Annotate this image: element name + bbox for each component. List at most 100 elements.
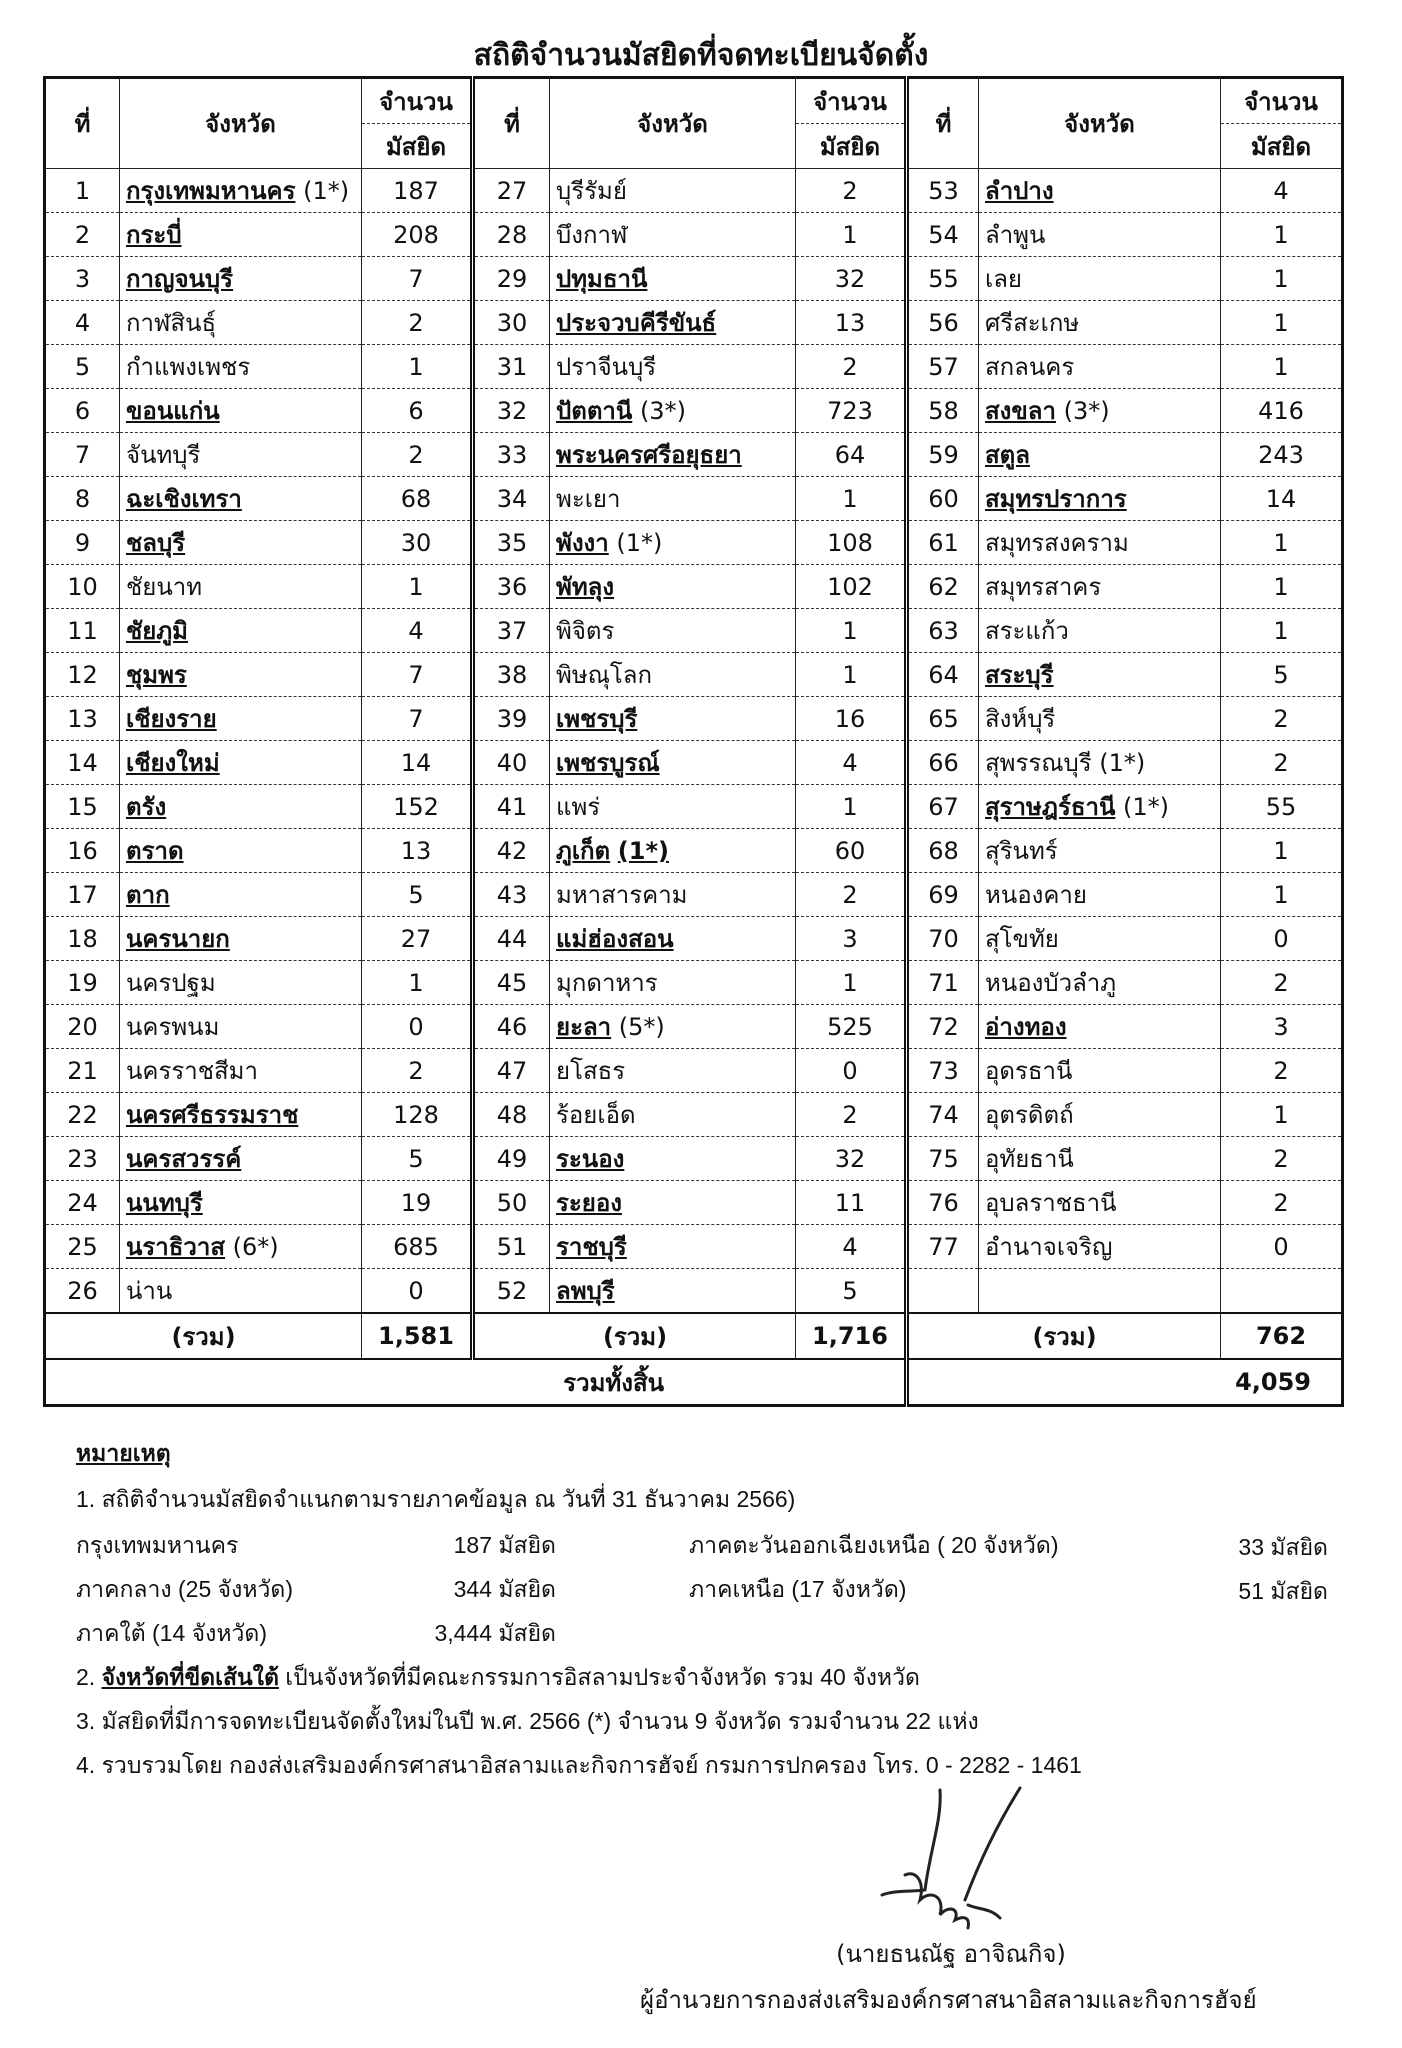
- row-number: 25: [44, 1224, 120, 1269]
- mosque-count: 2: [361, 300, 473, 345]
- subtotal-row: (รวม) 1,581 (รวม) 1,716 (รวม) 762: [44, 1312, 1343, 1360]
- province-name: ชัยนาท: [126, 573, 203, 601]
- mosque-count: 7: [361, 256, 473, 301]
- mosque-count: 128: [361, 1092, 473, 1137]
- document-title: สถิติจำนวนมัสยิดที่จดทะเบียนจัดตั้ง: [473, 38, 929, 73]
- mosque-count: 0: [1220, 1224, 1343, 1269]
- row-number: 17: [44, 872, 120, 917]
- row-number: 61: [904, 520, 979, 565]
- row-number: 57: [904, 344, 979, 389]
- mosque-count: 1: [1220, 212, 1343, 257]
- mosque-count: 5: [361, 872, 473, 917]
- province-cell: กาฬสินธุ์: [119, 300, 362, 345]
- province-name: เพชรบูรณ์: [556, 749, 660, 777]
- mosque-count: 32: [795, 256, 907, 301]
- province-name: นครพนม: [126, 1013, 220, 1041]
- province-cell: ลำปาง: [978, 168, 1221, 213]
- province-cell: ระยอง: [549, 1180, 796, 1225]
- signer-name: (นายธนณัฐ อาจิณกิจ): [836, 1940, 1066, 1968]
- province-cell: กรุงเทพมหานคร (1*): [119, 168, 362, 213]
- province-name: ชลบุรี: [126, 529, 186, 557]
- mosque-count: 1: [1220, 344, 1343, 389]
- province-cell: อุบลราชธานี: [978, 1180, 1221, 1225]
- row-number: 40: [470, 740, 550, 785]
- mosque-count: 2: [1220, 696, 1343, 741]
- mosque-count: 14: [1220, 476, 1343, 521]
- province-cell: หนองบัวลำภู: [978, 960, 1221, 1005]
- signer-position: ผู้อำนวยการกองส่งเสริมองค์กรศาสนาอิสลามแ…: [640, 1986, 1257, 2014]
- row-number: 24: [44, 1180, 120, 1225]
- table-row: 12 ชุมพร 7 38 พิษณุโลก 1 64 สระบุรี 5: [44, 652, 1343, 697]
- province-cell: ตราด: [119, 828, 362, 873]
- mosque-count: 1: [1220, 520, 1343, 565]
- new-registration-note: (1*): [617, 837, 669, 865]
- note-3: 3. มัสยิดที่มีการจดทะเบียนจัดตั้งใหม่ในป…: [76, 1708, 979, 1734]
- province-cell: เลย: [978, 256, 1221, 301]
- mosque-count: 2: [361, 432, 473, 477]
- mosque-count: 4: [361, 608, 473, 653]
- mosque-count: 2: [795, 1092, 907, 1137]
- table-row: 20 นครพนม 0 46 ยะลา (5*) 525 72 อ่างทอง 3: [44, 1004, 1343, 1049]
- row-number: 63: [904, 608, 979, 653]
- mosque-count: 1: [1220, 608, 1343, 653]
- province-cell: ศรีสะเกษ: [978, 300, 1221, 345]
- province-cell: นครสวรรค์: [119, 1136, 362, 1181]
- new-registration-note: (1*): [1099, 749, 1146, 777]
- province-name: กาญจนบุรี: [126, 265, 234, 293]
- row-number: 5: [44, 344, 120, 389]
- row-number: 71: [904, 960, 979, 1005]
- mosque-count: 187: [361, 168, 473, 213]
- table-row: 7 จันทบุรี 2 33 พระนครศรีอยุธยา 64 59 สตูล 243: [44, 432, 1343, 477]
- row-number: 42: [470, 828, 550, 873]
- row-number: 10: [44, 564, 120, 609]
- province-cell: สระบุรี: [978, 652, 1221, 697]
- province-name: สุรินทร์: [985, 837, 1058, 865]
- province-name: ประจวบคีรีขันธ์: [556, 309, 717, 337]
- table-row: 15 ตรัง 152 41 แพร่ 1 67 สุราษฎร์ธานี (1*) 55: [44, 784, 1343, 829]
- province-name: ระนอง: [556, 1145, 625, 1173]
- row-number: 76: [904, 1180, 979, 1225]
- mosque-count: 3: [1220, 1004, 1343, 1049]
- header-province: จังหวัด: [978, 77, 1221, 169]
- header-no: ที่: [904, 77, 979, 169]
- province-cell: ชลบุรี: [119, 520, 362, 565]
- province-name: ยะลา: [556, 1013, 612, 1041]
- note-2-prefix: 2.: [76, 1664, 102, 1690]
- province-cell: ประจวบคีรีขันธ์: [549, 300, 796, 345]
- province-name: สมุทรสงคราม: [985, 529, 1129, 557]
- province-name: ชัยภูมิ: [126, 617, 188, 645]
- province-name: สุพรรณบุรี: [985, 749, 1092, 777]
- row-number: 75: [904, 1136, 979, 1181]
- province-cell: สุโขทัย: [978, 916, 1221, 961]
- new-registration-note: (1*): [1123, 793, 1170, 821]
- table-row: 1 กรุงเทพมหานคร (1*) 187 27 บุรีรัมย์ 2 53 ลำปา…: [44, 168, 1343, 213]
- province-cell: นราธิวาส (6*): [119, 1224, 362, 1269]
- row-number: 74: [904, 1092, 979, 1137]
- province-cell: ร้อยเอ็ด: [549, 1092, 796, 1137]
- row-number: 69: [904, 872, 979, 917]
- province-name: ปัตตานี: [556, 397, 633, 425]
- province-cell: นครศรีธรรมราช: [119, 1092, 362, 1137]
- province-name: เลย: [985, 265, 1022, 293]
- province-name: สกลนคร: [985, 353, 1075, 381]
- row-number: 39: [470, 696, 550, 741]
- province-cell: ชัยภูมิ: [119, 608, 362, 653]
- province-cell: สกลนคร: [978, 344, 1221, 389]
- row-number: 38: [470, 652, 550, 697]
- header-count-top: จำนวน: [361, 77, 473, 124]
- region-label-northeast: ภาคตะวันออกเฉียงเหนือ ( 20 จังหวัด): [689, 1532, 1059, 1558]
- region-label-central: ภาคกลาง (25 จังหวัด): [76, 1576, 294, 1602]
- row-number: 12: [44, 652, 120, 697]
- mosque-count: 152: [361, 784, 473, 829]
- province-cell: มหาสารคาม: [549, 872, 796, 917]
- table-row: 6 ขอนแก่น 6 32 ปัตตานี (3*) 723 58 สงขลา (3*) 41…: [44, 388, 1343, 433]
- table-row: 17 ตาก 5 43 มหาสารคาม 2 69 หนองคาย 1: [44, 872, 1343, 917]
- province-name: ลำปาง: [985, 177, 1054, 205]
- row-number: 54: [904, 212, 979, 257]
- province-name: กำแพงเพชร: [126, 353, 251, 381]
- row-number: 14: [44, 740, 120, 785]
- row-number: 68: [904, 828, 979, 873]
- new-registration-note: (1*): [616, 529, 663, 557]
- province-name: บุรีรัมย์: [556, 177, 627, 205]
- row-number: 31: [470, 344, 550, 389]
